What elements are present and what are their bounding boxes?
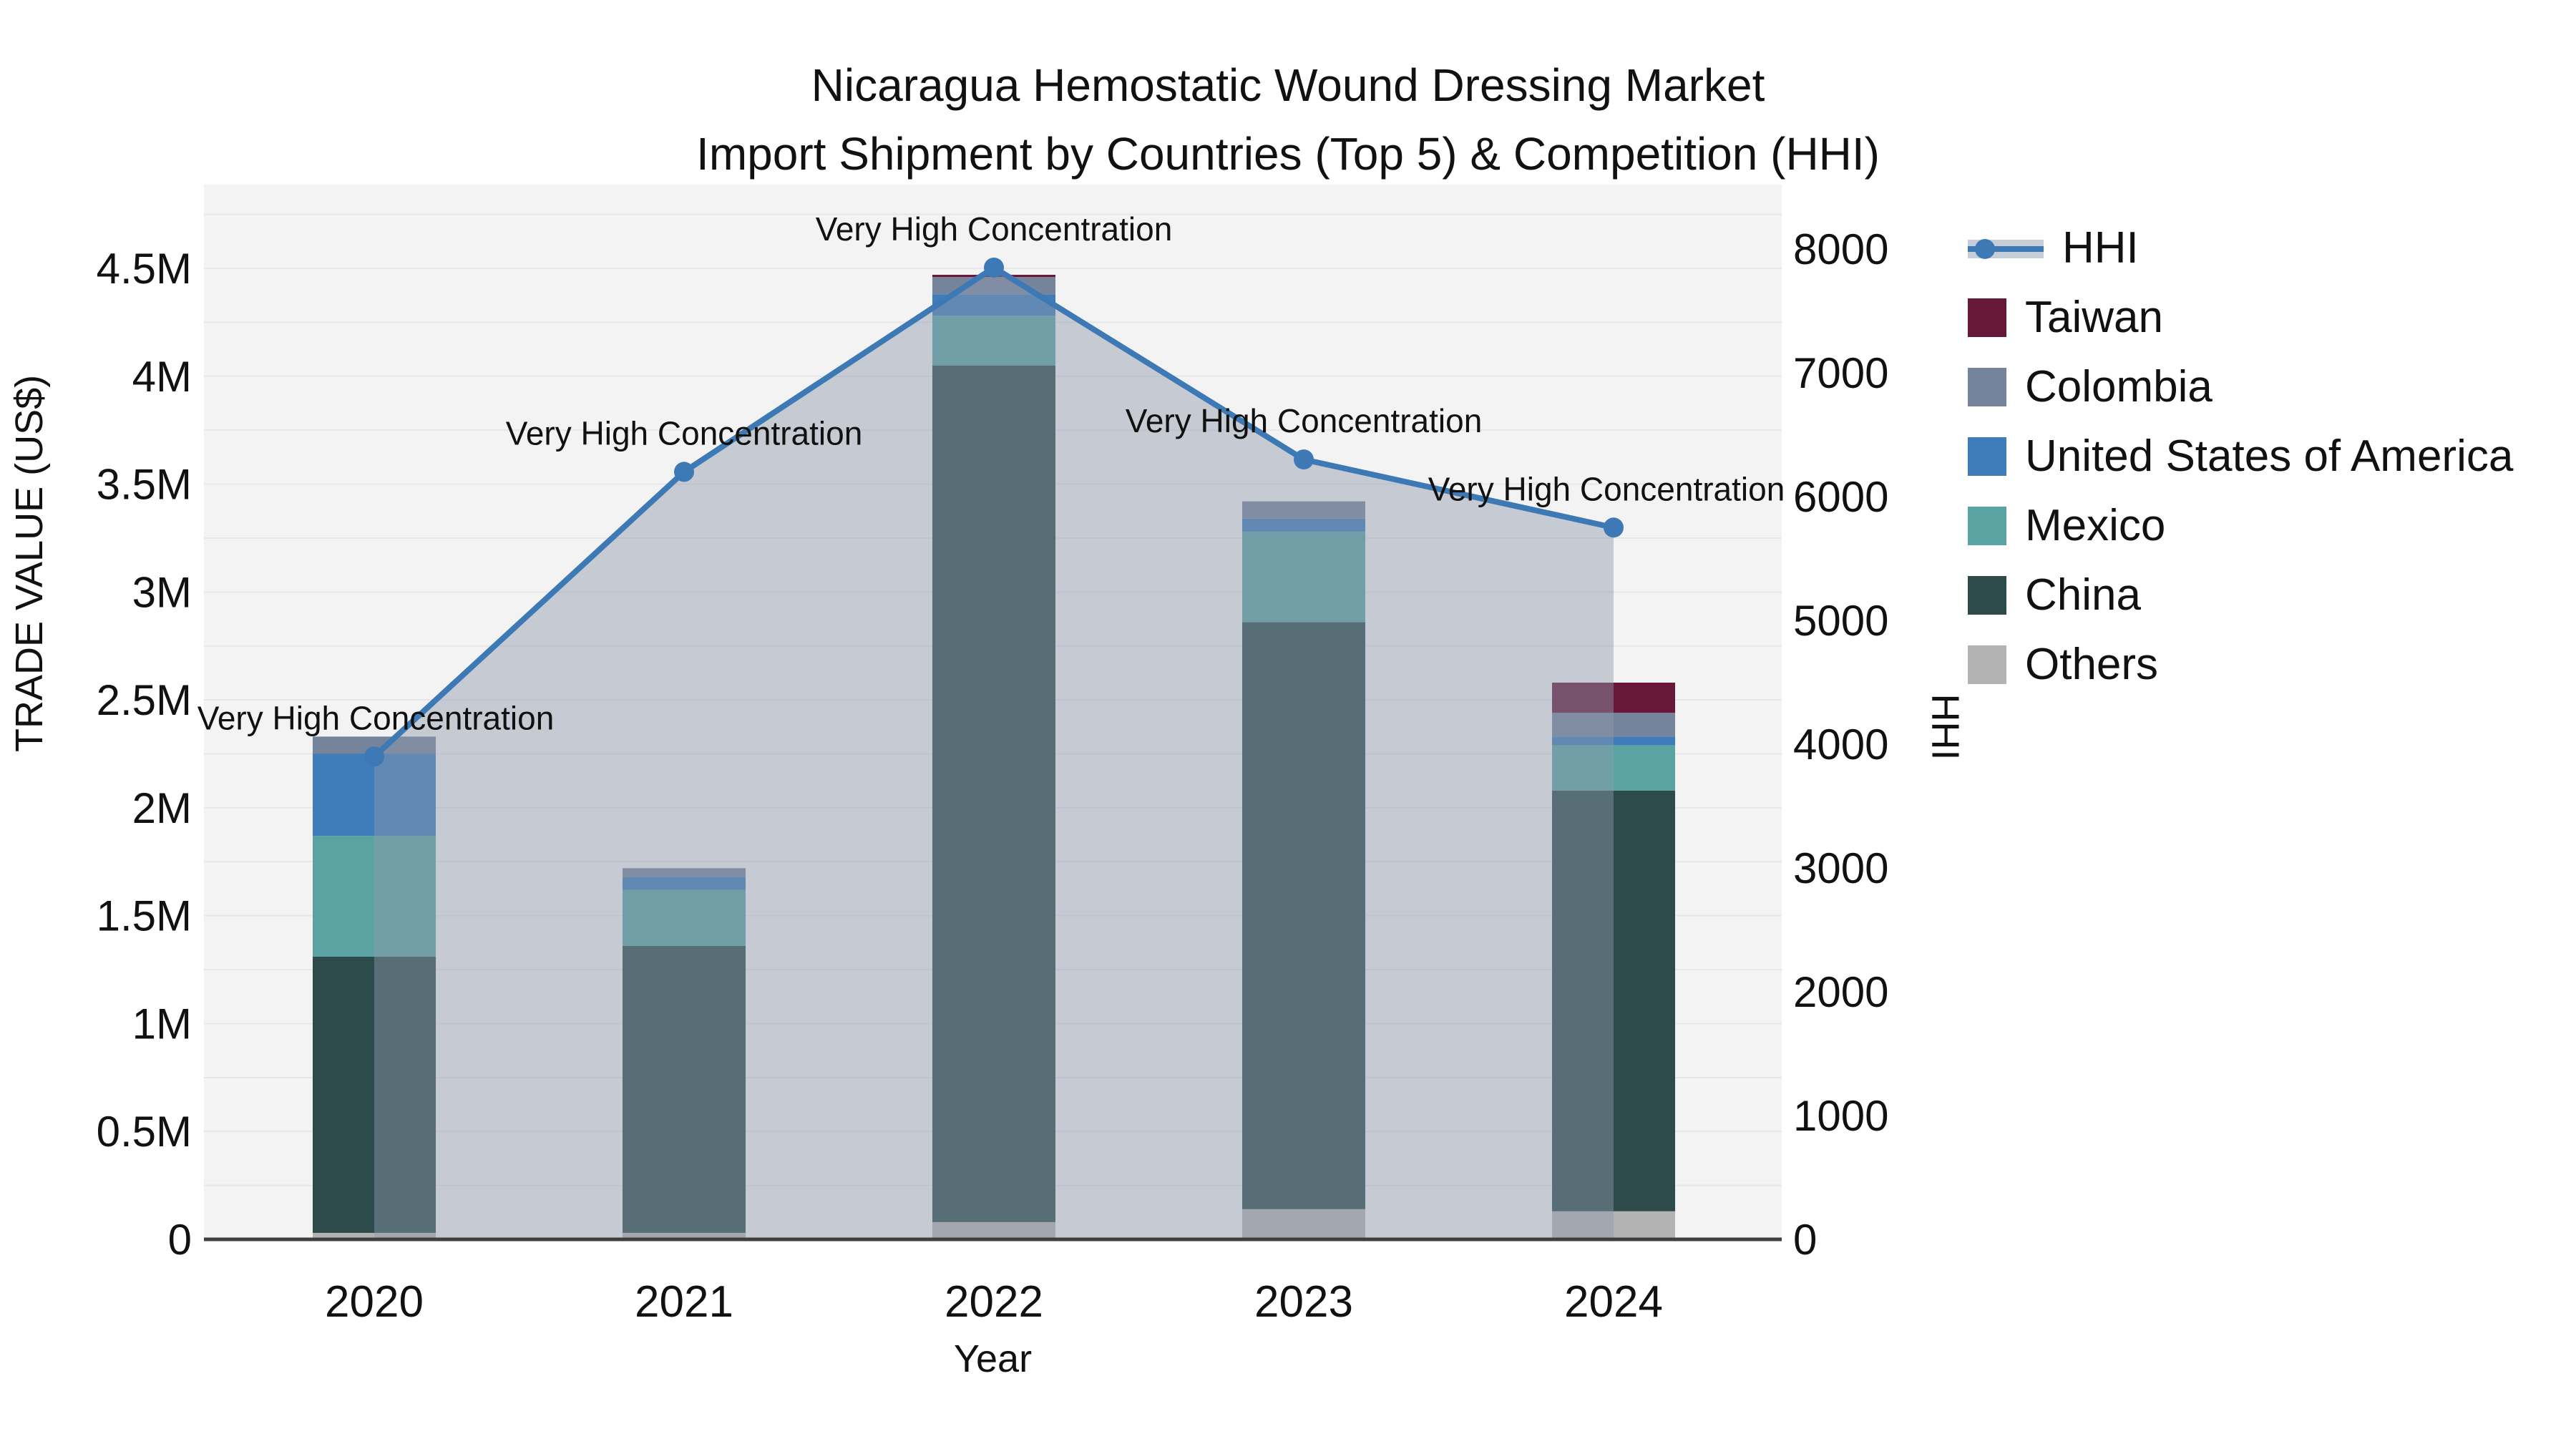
taiwan-swatch-icon [1968, 298, 2006, 337]
svg-text:Very High Concentration: Very High Concentration [506, 414, 863, 452]
legend-label: China [2025, 570, 2141, 620]
svg-text:2000: 2000 [1793, 968, 1888, 1016]
svg-text:2023: 2023 [1254, 1277, 1353, 1327]
svg-text:6000: 6000 [1793, 473, 1888, 521]
legend: HHI Taiwan Colombia United States of Ame… [1968, 213, 2513, 699]
svg-text:3.5M: 3.5M [97, 461, 192, 509]
x-axis-title: Year [953, 1337, 1033, 1380]
svg-text:0: 0 [168, 1216, 192, 1264]
legend-item-mexico[interactable]: Mexico [1968, 491, 2513, 560]
china-swatch-icon [1968, 575, 2006, 615]
legend-label: Colombia [2025, 362, 2212, 411]
svg-text:Very High Concentration: Very High Concentration [1428, 470, 1785, 507]
legend-item-hhi[interactable]: HHI [1968, 213, 2513, 283]
svg-text:8000: 8000 [1793, 225, 1888, 273]
svg-text:1M: 1M [132, 1000, 192, 1048]
legend-label: Others [2025, 640, 2159, 689]
legend-label: HHI [2062, 223, 2139, 273]
svg-text:5000: 5000 [1793, 597, 1888, 645]
svg-text:3000: 3000 [1793, 844, 1888, 892]
chart-title-line2: Import Shipment by Countries (Top 5) & C… [696, 128, 1880, 180]
legend-label: Taiwan [2025, 293, 2163, 342]
others-swatch-icon [1968, 645, 2006, 684]
svg-text:2024: 2024 [1564, 1277, 1663, 1327]
right-axis-title: HHI [1923, 693, 1967, 761]
colombia-swatch-icon [1968, 367, 2006, 406]
svg-text:2.5M: 2.5M [97, 676, 192, 724]
left-axis-title: TRADE VALUE (US$) [7, 375, 52, 752]
legend-label: United States of America [2025, 431, 2514, 481]
svg-text:0.5M: 0.5M [97, 1108, 192, 1156]
svg-text:4000: 4000 [1793, 721, 1888, 769]
legend-label: Mexico [2025, 501, 2166, 550]
svg-text:4.5M: 4.5M [97, 245, 192, 293]
chart-title-line1: Nicaragua Hemostatic Wound Dressing Mark… [811, 59, 1765, 111]
svg-text:0: 0 [1793, 1216, 1817, 1264]
legend-item-colombia[interactable]: Colombia [1968, 352, 2513, 421]
svg-text:1000: 1000 [1793, 1092, 1888, 1140]
svg-text:2M: 2M [132, 784, 192, 832]
usa-swatch-icon [1968, 436, 2006, 476]
svg-text:2021: 2021 [635, 1277, 733, 1327]
svg-text:2022: 2022 [945, 1277, 1043, 1327]
legend-item-china[interactable]: China [1968, 560, 2513, 630]
left-axis-title-text: TRADE VALUE (US$) [8, 374, 51, 752]
svg-text:3M: 3M [132, 568, 192, 616]
legend-item-usa[interactable]: United States of America [1968, 421, 2513, 491]
hhi-line-icon [1968, 229, 2044, 268]
mexico-swatch-icon [1968, 506, 2006, 545]
svg-text:2020: 2020 [325, 1277, 424, 1327]
svg-text:1.5M: 1.5M [97, 892, 192, 940]
svg-text:Very High Concentration: Very High Concentration [816, 210, 1173, 248]
svg-text:4M: 4M [132, 353, 192, 401]
svg-text:Very High Concentration: Very High Concentration [197, 699, 555, 736]
svg-text:7000: 7000 [1793, 349, 1888, 397]
legend-item-others[interactable]: Others [1968, 630, 2513, 699]
legend-item-taiwan[interactable]: Taiwan [1968, 283, 2513, 352]
svg-text:Very High Concentration: Very High Concentration [1126, 402, 1483, 439]
